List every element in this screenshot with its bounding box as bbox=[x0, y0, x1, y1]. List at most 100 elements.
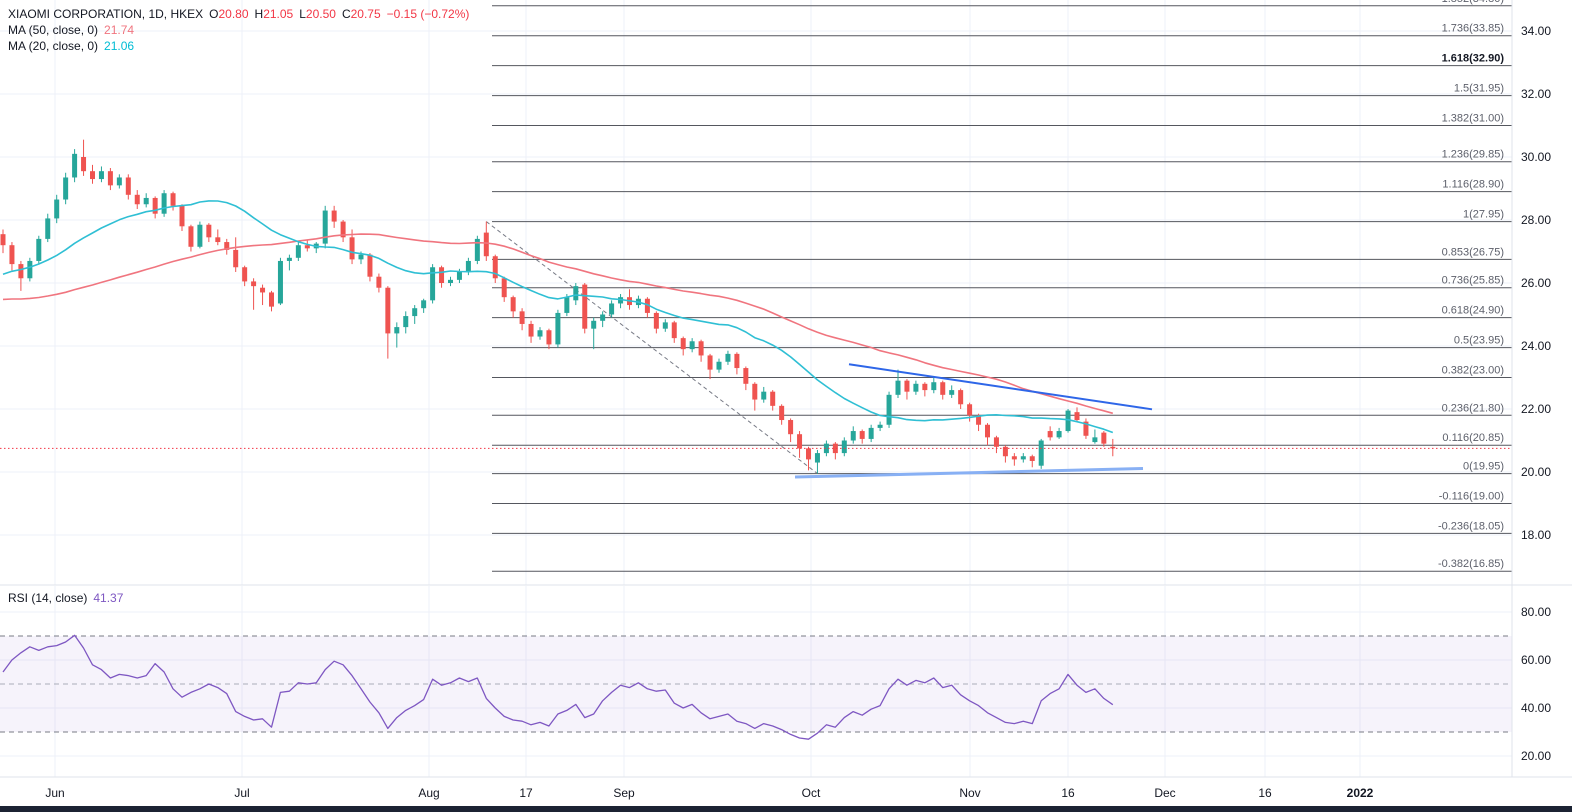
fib-label: 1.116(28.90) bbox=[1442, 179, 1504, 191]
fib-label: 0.382(23.00) bbox=[1442, 365, 1504, 377]
candle-body bbox=[582, 284, 588, 329]
fib-label: 1.236(29.85) bbox=[1442, 149, 1504, 161]
ohlc-close-value: 20.75 bbox=[350, 7, 381, 21]
candle-body bbox=[1011, 456, 1017, 460]
candle-body bbox=[134, 194, 140, 205]
candle-body bbox=[143, 197, 149, 205]
candle-body bbox=[331, 210, 337, 222]
time-axis-label: 16 bbox=[1258, 786, 1272, 800]
rsi-label: RSI (14, close) bbox=[8, 591, 88, 605]
candle-body bbox=[81, 157, 87, 172]
price-axis-label: 26.00 bbox=[1521, 276, 1551, 290]
ohlc-low-value: 20.50 bbox=[305, 7, 336, 21]
candle-body bbox=[161, 193, 167, 214]
candle-body bbox=[868, 427, 874, 439]
time-axis-label: Dec bbox=[1154, 786, 1175, 800]
price-axis-label: 24.00 bbox=[1521, 339, 1551, 353]
candle-body bbox=[439, 267, 445, 283]
price-pane: 1.852(34.80) 1.736(33.85) 1.618(32.90) 1.5(… bbox=[0, 0, 1512, 572]
candle-body bbox=[448, 279, 453, 283]
fib-label: 1(27.95) bbox=[1463, 209, 1504, 221]
candle-body bbox=[224, 242, 230, 250]
candle-body bbox=[125, 177, 131, 195]
candle-body bbox=[949, 390, 955, 395]
candle-body bbox=[403, 316, 409, 328]
candle-body bbox=[474, 238, 480, 261]
rsi-axis-label: 20.00 bbox=[1521, 749, 1551, 763]
candle-body bbox=[841, 440, 847, 454]
candle-body bbox=[233, 249, 239, 268]
candle-body bbox=[358, 254, 364, 260]
candle-body bbox=[519, 311, 525, 324]
candle-body bbox=[958, 390, 964, 405]
fib-label: 0(19.95) bbox=[1463, 461, 1504, 473]
ma20-value: 21.06 bbox=[104, 39, 135, 53]
candle-body bbox=[555, 312, 561, 345]
candle-body bbox=[421, 300, 427, 309]
candle-body bbox=[1038, 440, 1044, 466]
time-axis-label: 17 bbox=[519, 786, 533, 800]
candle-body bbox=[993, 437, 999, 447]
candle-body bbox=[922, 383, 928, 391]
lower-support-trendline bbox=[794, 467, 1144, 479]
candle-body bbox=[797, 434, 803, 449]
ma50-value: 21.74 bbox=[104, 23, 135, 37]
candle-body bbox=[72, 153, 78, 178]
candle-body bbox=[770, 391, 776, 406]
ohlc-high-value: 21.05 bbox=[263, 7, 294, 21]
candle-body bbox=[895, 380, 901, 395]
candle-body bbox=[877, 424, 883, 428]
candle-body bbox=[340, 221, 346, 238]
change-value: −0.15 (−0.72%) bbox=[386, 7, 470, 21]
candle-body bbox=[806, 448, 811, 460]
fib-label: 1.736(33.85) bbox=[1442, 23, 1504, 35]
candle-body bbox=[1056, 431, 1062, 438]
candle-body bbox=[376, 276, 382, 288]
candle-body bbox=[98, 171, 104, 180]
candle-body bbox=[644, 298, 650, 313]
candle-body bbox=[242, 267, 248, 282]
candle-body bbox=[1074, 412, 1080, 421]
ohlc-high-label: H bbox=[254, 7, 264, 21]
candle-body bbox=[618, 297, 624, 304]
candle-body bbox=[698, 341, 704, 356]
candle-body bbox=[0, 234, 6, 246]
candle-body bbox=[743, 368, 749, 384]
candles bbox=[0, 139, 1116, 474]
time-axis-label: Jun bbox=[45, 786, 64, 800]
candle-body bbox=[671, 322, 677, 339]
candle-body bbox=[492, 256, 498, 279]
price-axis-label: 34.00 bbox=[1521, 24, 1551, 38]
candle-body bbox=[707, 355, 713, 370]
candle-body bbox=[734, 353, 740, 369]
rsi-legend-row[interactable]: RSI (14, close) 41.37 bbox=[8, 591, 123, 605]
candle-body bbox=[859, 431, 865, 439]
symbol-legend-row[interactable]: XIAOMI CORPORATION, 1D, HKEX O20.80 H21.05… bbox=[8, 6, 469, 22]
candle-body bbox=[680, 338, 686, 350]
ma50-legend-row[interactable]: MA (50, close, 0) 21.74 bbox=[8, 22, 469, 38]
candle-body bbox=[591, 320, 597, 329]
price-axis-label: 32.00 bbox=[1521, 87, 1551, 101]
candle-body bbox=[251, 281, 257, 287]
price-axis-label: 22.00 bbox=[1521, 402, 1551, 416]
fib-label: 1.852(34.80) bbox=[1442, 0, 1504, 5]
candle-body bbox=[430, 267, 436, 301]
time-axis-label: Jul bbox=[234, 786, 249, 800]
candle-body bbox=[295, 245, 301, 258]
candle-body bbox=[653, 312, 659, 329]
price-axis-label: 30.00 bbox=[1521, 150, 1551, 164]
candle-body bbox=[985, 424, 990, 438]
main-legend[interactable]: XIAOMI CORPORATION, 1D, HKEX O20.80 H21.05… bbox=[8, 6, 469, 54]
rsi-axis-label: 60.00 bbox=[1521, 653, 1551, 667]
candle-body bbox=[600, 314, 606, 321]
ohlc-open-label: O bbox=[209, 7, 219, 21]
fib-label: 0.853(26.75) bbox=[1442, 246, 1504, 258]
candle-body bbox=[752, 383, 758, 400]
ma20-legend-row[interactable]: MA (20, close, 0) 21.06 bbox=[8, 38, 469, 54]
ma20-label: MA (20, close, 0) bbox=[8, 39, 99, 53]
fib-label: -0.116(19.00) bbox=[1439, 491, 1504, 503]
